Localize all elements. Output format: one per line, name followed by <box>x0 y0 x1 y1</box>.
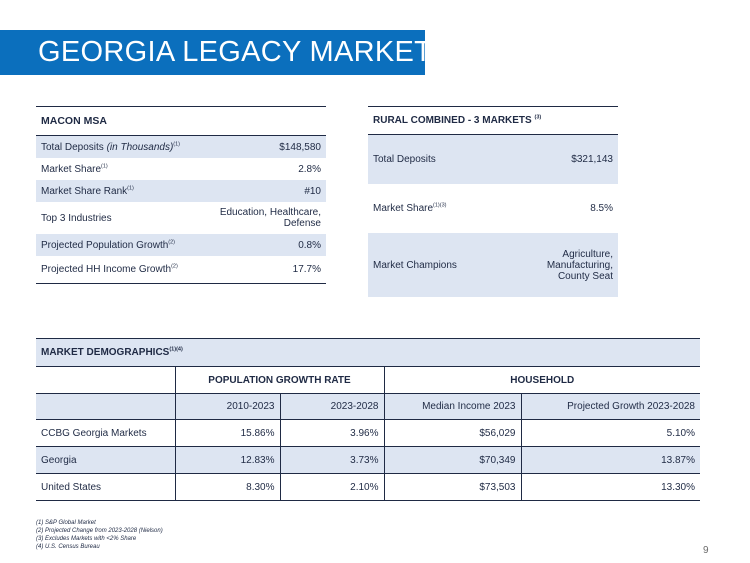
table-row: Projected Population Growth(2) 0.8% <box>36 234 326 256</box>
table-row: Market Share(1)(3) 8.5% <box>368 184 618 233</box>
cell: 15.86% <box>174 419 280 447</box>
cell: 13.87% <box>520 446 700 474</box>
cell: 5.10% <box>520 419 700 447</box>
population-growth-header: POPULATION GROWTH RATE <box>174 366 384 394</box>
row-label: Projected HH Income Growth(2) <box>41 263 178 275</box>
row-label: Projected Population Growth(2) <box>41 239 176 251</box>
footnote: (4) U.S. Census Bureau <box>36 544 100 550</box>
row-label: Market Share(1) <box>41 163 108 175</box>
table-row: CCBG Georgia Markets 15.86% 3.96% $56,02… <box>36 419 700 447</box>
row-label: Total Deposits <box>373 154 436 165</box>
row-label: Market Share Rank(1) <box>41 185 134 197</box>
footnote: (2) Projected Change from 2023-2028 (Nie… <box>36 528 163 534</box>
title-banner: GEORGIA LEGACY MARKET <box>0 30 432 75</box>
table-row: Market Share(1) 2.8% <box>36 158 326 180</box>
row-label: Georgia <box>36 446 175 474</box>
row-label: Top 3 Industries <box>41 212 112 224</box>
table-row: United States 8.30% 2.10% $73,503 13.30% <box>36 473 700 501</box>
macon-msa-table: MACON MSA Total Deposits (in Thousands)(… <box>36 106 326 284</box>
cell: $70,349 <box>383 446 521 474</box>
row-value: 2.8% <box>298 163 321 175</box>
row-value: #10 <box>304 185 321 197</box>
cell: 3.96% <box>279 419 384 447</box>
table-row: Top 3 Industries Education, Healthcare, D… <box>36 202 326 234</box>
row-value: 0.8% <box>298 239 321 251</box>
row-value: $148,580 <box>279 141 321 153</box>
row-label: Market Share(1)(3) <box>373 202 447 214</box>
column-header: 2010-2023 <box>174 393 280 420</box>
household-header: HOUSEHOLD <box>383 366 700 394</box>
cell: 13.30% <box>520 473 700 501</box>
cell: 2.10% <box>279 473 384 501</box>
table-row: Market Champions Agriculture, Manufacturi… <box>368 233 618 297</box>
table-row: Georgia 12.83% 3.73% $70,349 13.87% <box>36 446 700 474</box>
column-header: 2023-2028 <box>279 393 384 420</box>
cell: 12.83% <box>174 446 280 474</box>
table-row: Total Deposits $321,143 <box>368 134 618 184</box>
row-value: 17.7% <box>292 264 321 275</box>
page-title: GEORGIA LEGACY MARKET <box>38 36 433 68</box>
footnote: (1) S&P Global Market <box>36 520 96 526</box>
cell: $56,029 <box>383 419 521 447</box>
cell: 8.30% <box>174 473 280 501</box>
row-label: CCBG Georgia Markets <box>36 419 175 447</box>
row-value: 8.5% <box>590 203 613 214</box>
macon-msa-title: MACON MSA <box>36 106 326 136</box>
rural-markets-title: RURAL COMBINED - 3 MARKETS (3) <box>368 106 618 135</box>
demographics-title: MARKET DEMOGRAPHICS(1)(4) <box>36 338 700 367</box>
row-label: United States <box>36 473 175 501</box>
row-value: $321,143 <box>571 154 613 165</box>
table-row: Projected HH Income Growth(2) 17.7% <box>36 256 326 284</box>
footnote: (3) Excludes Markets with <2% Share <box>36 536 137 542</box>
row-value: Agriculture, Manufacturing, County Seat <box>546 248 613 282</box>
rural-markets-table: RURAL COMBINED - 3 MARKETS (3) Total Dep… <box>368 106 618 297</box>
table-row: Total Deposits (in Thousands)(1) $148,58… <box>36 135 326 158</box>
footnotes: (1) S&P Global Market (2) Projected Chan… <box>36 519 163 551</box>
row-value: Education, Healthcare, Defense <box>219 207 321 229</box>
row-label: Market Champions <box>373 259 457 271</box>
table-row: Market Share Rank(1) #10 <box>36 180 326 202</box>
page-number: 9 <box>703 545 709 556</box>
cell: $73,503 <box>383 473 521 501</box>
column-header: Median Income 2023 <box>383 393 521 420</box>
market-demographics-table: MARKET DEMOGRAPHICS(1)(4) POPULATION GRO… <box>36 338 700 501</box>
cell: 3.73% <box>279 446 384 474</box>
row-label: Total Deposits (in Thousands)(1) <box>41 141 181 153</box>
column-header: Projected Growth 2023-2028 <box>520 393 700 420</box>
